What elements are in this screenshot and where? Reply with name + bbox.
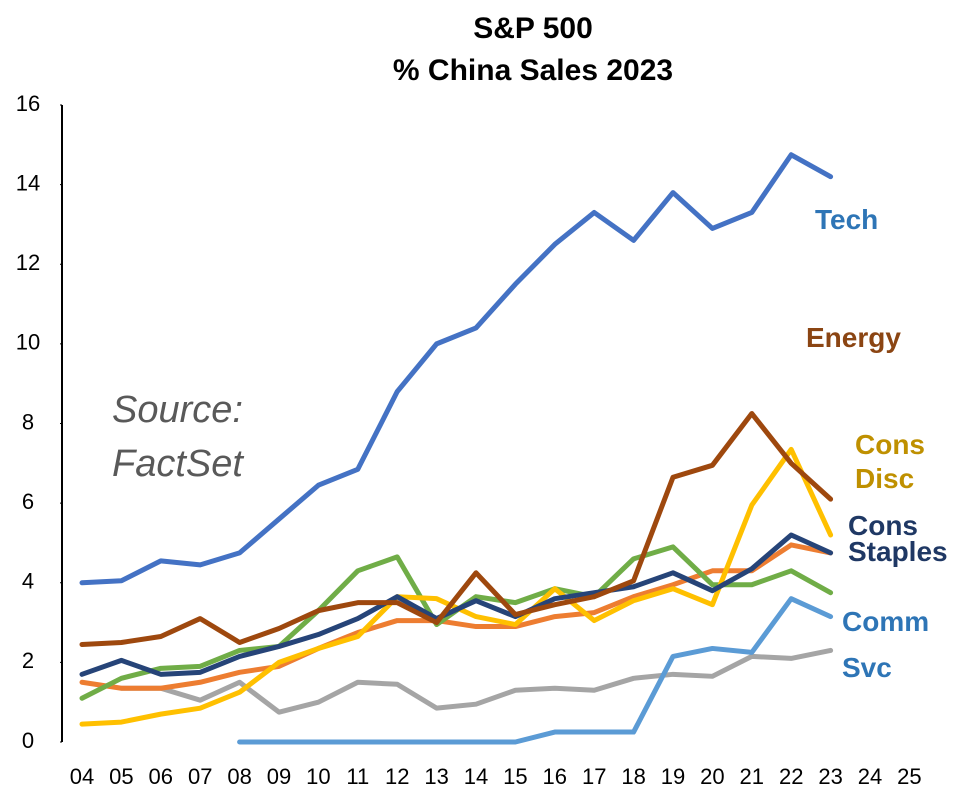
x-tick-label: 25 bbox=[897, 764, 921, 789]
series-line bbox=[118, 647, 834, 715]
annotation: Source: FactSet bbox=[112, 389, 244, 485]
x-tick-label: 18 bbox=[621, 764, 645, 789]
series-label: Tech bbox=[815, 204, 878, 235]
y-tick-label: 0 bbox=[22, 728, 34, 753]
y-tick-label: 12 bbox=[16, 250, 40, 275]
x-tick-label: 17 bbox=[582, 764, 606, 789]
series-line bbox=[237, 596, 834, 745]
x-tick-label: 11 bbox=[346, 764, 369, 789]
x-tick-label: 14 bbox=[464, 764, 488, 789]
x-tick-label: 06 bbox=[149, 764, 173, 789]
x-tick-label: 09 bbox=[267, 764, 291, 789]
y-tick-label: 8 bbox=[22, 409, 34, 434]
series-label: Cons Disc bbox=[855, 429, 925, 494]
x-tick-label: 23 bbox=[818, 764, 842, 789]
y-tick-label: 16 bbox=[16, 91, 40, 116]
series-line bbox=[79, 411, 834, 647]
x-tick-label: 22 bbox=[779, 764, 803, 789]
y-tick-label: 10 bbox=[16, 330, 40, 355]
y-tick-label: 6 bbox=[22, 489, 34, 514]
x-tick-label: 04 bbox=[70, 764, 94, 789]
series-line bbox=[79, 152, 834, 586]
x-tick-label: 10 bbox=[306, 764, 330, 789]
x-tick-label: 15 bbox=[503, 764, 527, 789]
x-tick-label: 07 bbox=[188, 764, 212, 789]
x-tick-label: 05 bbox=[109, 764, 133, 789]
x-tick-label: 21 bbox=[740, 764, 764, 789]
series-label: Comm Svc bbox=[842, 606, 929, 683]
x-tick-label: 20 bbox=[700, 764, 724, 789]
y-tick-label: 4 bbox=[22, 569, 34, 594]
chart-title: % China Sales 2023 bbox=[393, 54, 673, 87]
series-line bbox=[79, 532, 834, 677]
y-tick-label: 14 bbox=[16, 170, 40, 195]
x-tick-label: 13 bbox=[424, 764, 448, 789]
series-label: Energy bbox=[806, 322, 901, 353]
x-tick-label: 12 bbox=[385, 764, 409, 789]
x-tick-label: 24 bbox=[858, 764, 882, 789]
series-line bbox=[79, 542, 834, 691]
chart-title: S&P 500 bbox=[473, 12, 593, 45]
x-tick-label: 08 bbox=[227, 764, 251, 789]
series-label: Cons Staples bbox=[848, 510, 948, 567]
x-tick-label: 16 bbox=[543, 764, 567, 789]
y-tick-label: 2 bbox=[22, 648, 34, 673]
x-tick-label: 19 bbox=[661, 764, 685, 789]
